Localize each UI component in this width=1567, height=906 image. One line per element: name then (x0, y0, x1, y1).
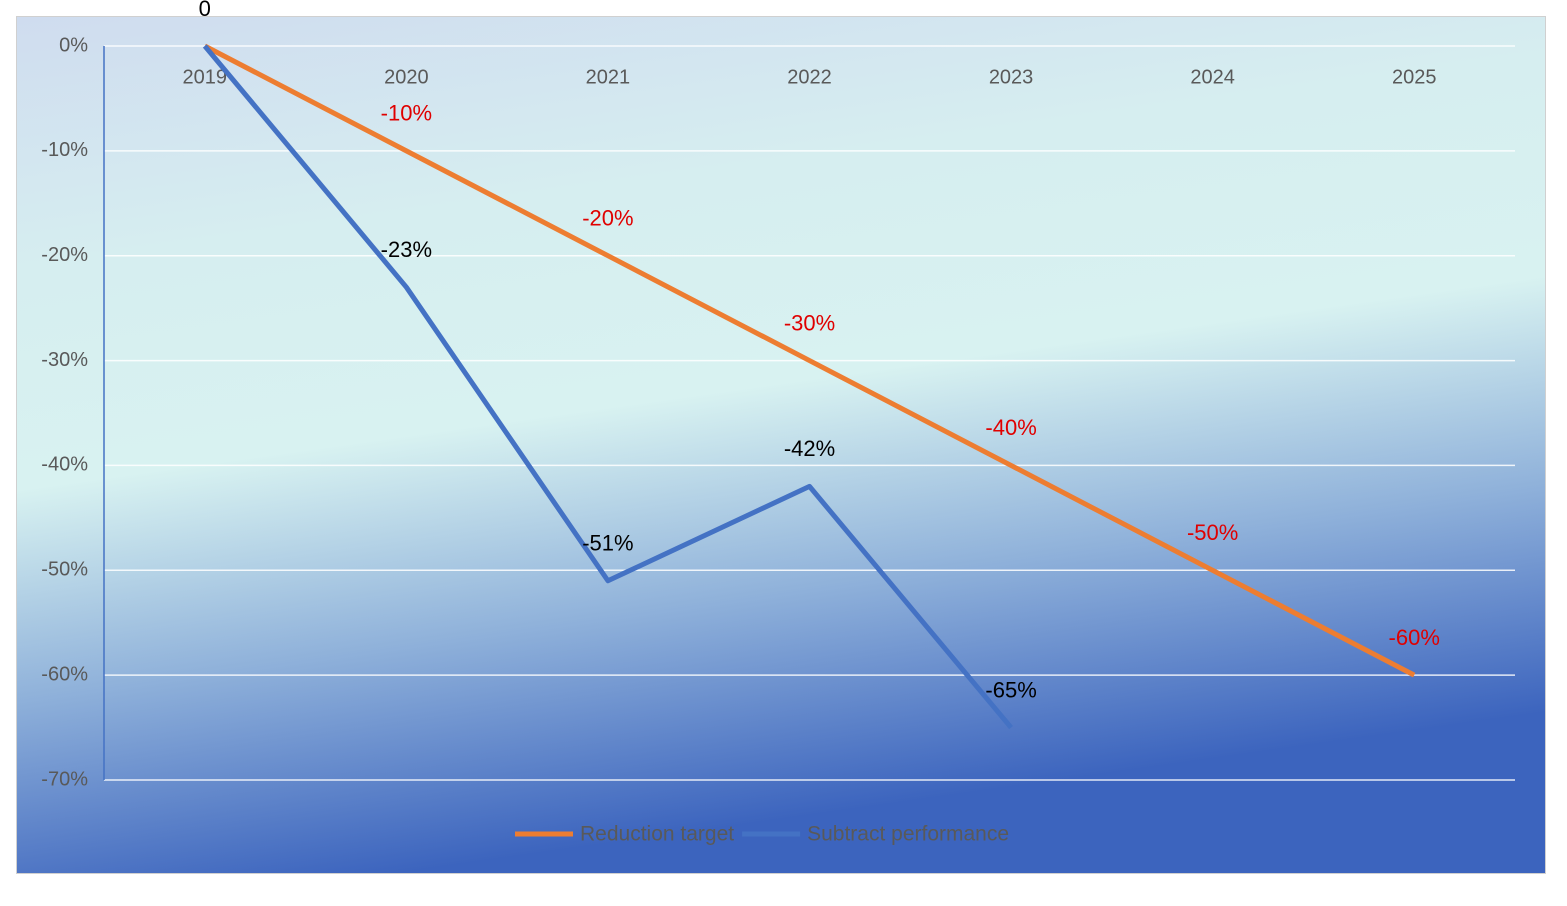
data-label: -65% (985, 677, 1036, 702)
y-tick-label: -20% (41, 244, 88, 266)
data-label: -23% (381, 237, 432, 262)
data-label: -20% (582, 206, 633, 231)
y-tick-label: -50% (41, 559, 88, 581)
data-label: -42% (784, 436, 835, 461)
x-tick-label: 2020 (384, 66, 429, 88)
x-tick-label: 2019 (183, 66, 228, 88)
chart-area (16, 16, 1546, 874)
y-tick-label: 0% (59, 34, 88, 56)
y-tick-label: -40% (41, 454, 88, 476)
legend-label: Subtract performance (807, 823, 1009, 846)
y-tick-label: -30% (41, 349, 88, 371)
data-label: 0 (199, 0, 211, 21)
x-tick-label: 2025 (1392, 66, 1437, 88)
x-tick-label: 2024 (1190, 66, 1235, 88)
data-label: -30% (784, 310, 835, 335)
data-label: -51% (582, 531, 633, 556)
x-tick-label: 2022 (787, 66, 832, 88)
legend-label: Reduction target (580, 823, 734, 846)
data-label: -60% (1389, 625, 1440, 650)
x-tick-label: 2023 (989, 66, 1034, 88)
data-label: -50% (1187, 520, 1238, 545)
x-tick-label: 2021 (586, 66, 631, 88)
data-label: -40% (985, 415, 1036, 440)
data-label: -10% (381, 101, 432, 126)
series-line (202, 44, 1013, 730)
y-tick-label: -60% (41, 663, 88, 685)
y-tick-label: -10% (41, 139, 88, 161)
y-tick-label: -70% (41, 768, 88, 790)
series-line (203, 43, 1416, 678)
